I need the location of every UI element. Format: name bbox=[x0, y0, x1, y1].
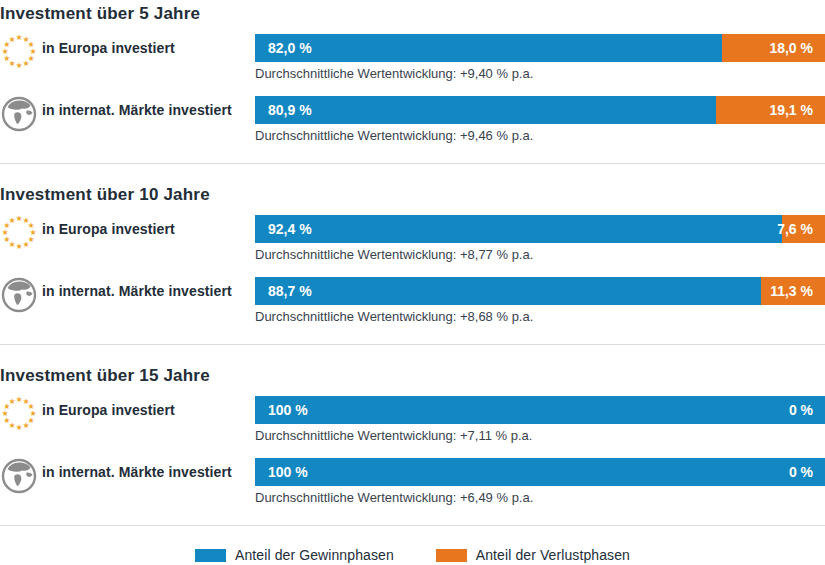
gain-value-label: 92,4 % bbox=[268, 215, 312, 243]
eu-stars-icon: ★★★★★★★★★★★★ bbox=[1, 34, 37, 70]
performance-caption: Durchschnittliche Wertentwicklung: +8,68… bbox=[255, 309, 825, 325]
legend-label-loss: Anteil der Verlustphasen bbox=[476, 547, 630, 563]
bar-block: 88,7 % 11,3 % Durchschnittliche Wertentw… bbox=[255, 277, 825, 325]
legend-item-gain: Anteil der Gewinnphasen bbox=[195, 547, 394, 563]
investment-row: in internat. Märkte investiert 100 % 0 %… bbox=[0, 458, 825, 506]
bar-block: 80,9 % 19,1 % Durchschnittliche Wertentw… bbox=[255, 96, 825, 144]
legend-item-loss: Anteil der Verlustphasen bbox=[436, 547, 630, 563]
gain-value-label: 82,0 % bbox=[268, 34, 312, 62]
stacked-bar: 88,7 % 11,3 % bbox=[255, 277, 825, 305]
loss-value-label: 19,1 % bbox=[769, 96, 813, 124]
row-icon-cell: ★★★★★★★★★★★★ bbox=[0, 215, 40, 251]
gain-bar-segment bbox=[255, 396, 825, 424]
performance-caption: Durchschnittliche Wertentwicklung: +9,46… bbox=[255, 128, 825, 144]
stacked-bar: 100 % 0 % bbox=[255, 458, 825, 486]
row-label: in Europa investiert bbox=[40, 34, 255, 62]
investment-section: Investment über 5 Jahre ★★★★★★★★★★★★ in … bbox=[0, 0, 825, 164]
gain-color-swatch bbox=[195, 549, 226, 562]
bar-block: 100 % 0 % Durchschnittliche Wertentwickl… bbox=[255, 458, 825, 506]
gain-bar-segment bbox=[255, 215, 782, 243]
investment-row: in internat. Märkte investiert 88,7 % 11… bbox=[0, 277, 825, 325]
gain-bar-segment bbox=[255, 34, 722, 62]
investment-row: ★★★★★★★★★★★★ in Europa investiert 100 % … bbox=[0, 396, 825, 444]
row-label: in internat. Märkte investiert bbox=[40, 96, 255, 124]
stacked-bar: 92,4 % 7,6 % bbox=[255, 215, 825, 243]
section-title: Investment über 5 Jahre bbox=[0, 4, 825, 24]
investment-row: in internat. Märkte investiert 80,9 % 19… bbox=[0, 96, 825, 144]
stacked-bar: 82,0 % 18,0 % bbox=[255, 34, 825, 62]
row-icon-cell: ★★★★★★★★★★★★ bbox=[0, 396, 40, 432]
bar-block: 100 % 0 % Durchschnittliche Wertentwickl… bbox=[255, 396, 825, 444]
performance-caption: Durchschnittliche Wertentwicklung: +6,49… bbox=[255, 490, 825, 506]
investment-section: Investment über 10 Jahre ★★★★★★★★★★★★ in… bbox=[0, 164, 825, 345]
sections-container: Investment über 5 Jahre ★★★★★★★★★★★★ in … bbox=[0, 0, 825, 526]
loss-value-label: 18,0 % bbox=[769, 34, 813, 62]
row-icon-cell bbox=[0, 96, 40, 132]
chart-legend: Anteil der Gewinnphasen Anteil der Verlu… bbox=[0, 547, 825, 563]
row-icon-cell bbox=[0, 458, 40, 494]
globe-icon bbox=[1, 458, 37, 494]
gain-value-label: 100 % bbox=[268, 458, 308, 486]
investment-section: Investment über 15 Jahre ★★★★★★★★★★★★ in… bbox=[0, 345, 825, 526]
gain-value-label: 88,7 % bbox=[268, 277, 312, 305]
investment-row: ★★★★★★★★★★★★ in Europa investiert 82,0 %… bbox=[0, 34, 825, 82]
row-label: in Europa investiert bbox=[40, 215, 255, 243]
gain-value-label: 80,9 % bbox=[268, 96, 312, 124]
section-rows: ★★★★★★★★★★★★ in Europa investiert 100 % … bbox=[0, 396, 825, 506]
stacked-bar: 100 % 0 % bbox=[255, 396, 825, 424]
performance-caption: Durchschnittliche Wertentwicklung: +7,11… bbox=[255, 428, 825, 444]
row-label: in internat. Märkte investiert bbox=[40, 277, 255, 305]
loss-color-swatch bbox=[436, 549, 467, 562]
loss-value-label: 0 % bbox=[789, 396, 813, 424]
section-rows: ★★★★★★★★★★★★ in Europa investiert 82,0 %… bbox=[0, 34, 825, 144]
globe-icon bbox=[1, 277, 37, 313]
investment-row: ★★★★★★★★★★★★ in Europa investiert 92,4 %… bbox=[0, 215, 825, 263]
section-title: Investment über 10 Jahre bbox=[0, 185, 825, 205]
gain-bar-segment bbox=[255, 277, 761, 305]
row-label: in Europa investiert bbox=[40, 396, 255, 424]
loss-value-label: 7,6 % bbox=[777, 215, 813, 243]
gain-value-label: 100 % bbox=[268, 396, 308, 424]
eu-stars-icon: ★★★★★★★★★★★★ bbox=[1, 215, 37, 251]
section-title: Investment über 15 Jahre bbox=[0, 366, 825, 386]
legend-label-gain: Anteil der Gewinnphasen bbox=[235, 547, 394, 563]
gain-bar-segment bbox=[255, 458, 825, 486]
gain-bar-segment bbox=[255, 96, 716, 124]
row-label: in internat. Märkte investiert bbox=[40, 458, 255, 486]
investment-phases-chart: Investment über 5 Jahre ★★★★★★★★★★★★ in … bbox=[0, 0, 825, 565]
performance-caption: Durchschnittliche Wertentwicklung: +8,77… bbox=[255, 247, 825, 263]
bar-block: 92,4 % 7,6 % Durchschnittliche Wertentwi… bbox=[255, 215, 825, 263]
stacked-bar: 80,9 % 19,1 % bbox=[255, 96, 825, 124]
loss-value-label: 11,3 % bbox=[770, 277, 813, 305]
loss-value-label: 0 % bbox=[789, 458, 813, 486]
row-icon-cell: ★★★★★★★★★★★★ bbox=[0, 34, 40, 70]
globe-icon bbox=[1, 96, 37, 132]
performance-caption: Durchschnittliche Wertentwicklung: +9,40… bbox=[255, 66, 825, 82]
row-icon-cell bbox=[0, 277, 40, 313]
bar-block: 82,0 % 18,0 % Durchschnittliche Wertentw… bbox=[255, 34, 825, 82]
section-rows: ★★★★★★★★★★★★ in Europa investiert 92,4 %… bbox=[0, 215, 825, 325]
eu-stars-icon: ★★★★★★★★★★★★ bbox=[1, 396, 37, 432]
